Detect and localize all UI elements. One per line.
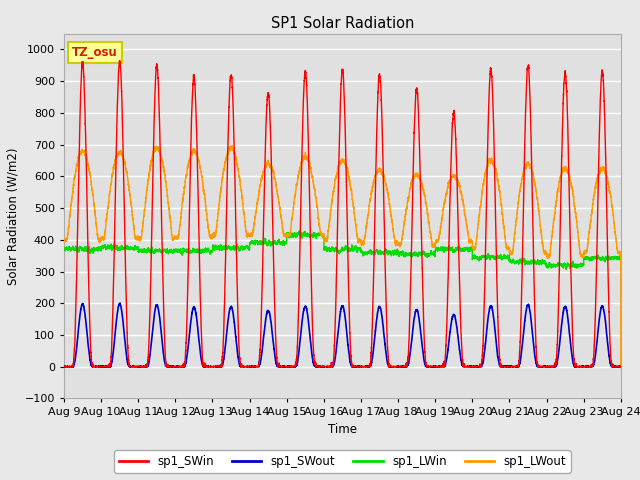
Legend: sp1_SWin, sp1_SWout, sp1_LWin, sp1_LWout: sp1_SWin, sp1_SWout, sp1_LWin, sp1_LWout [114,450,571,473]
Y-axis label: Solar Radiation (W/m2): Solar Radiation (W/m2) [6,147,19,285]
X-axis label: Time: Time [328,423,357,436]
Title: SP1 Solar Radiation: SP1 Solar Radiation [271,16,414,31]
Text: TZ_osu: TZ_osu [72,47,118,60]
